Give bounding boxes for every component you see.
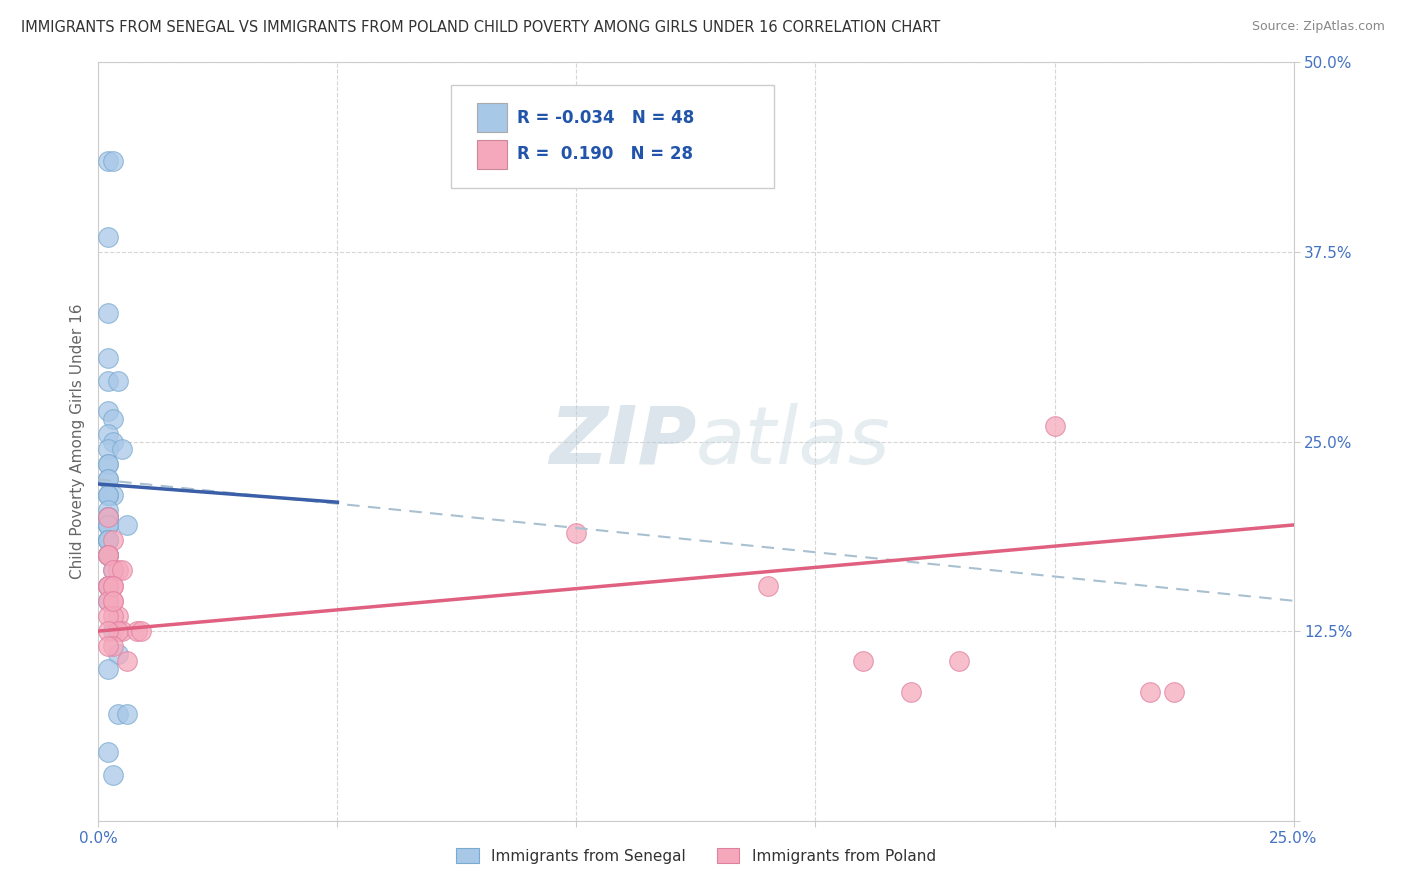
Point [97, 746, 120, 760]
Point [97, 624, 120, 639]
Point [97, 153, 120, 168]
Point [101, 564, 124, 578]
Point [115, 655, 138, 669]
Point [97, 548, 120, 563]
Text: R =  0.190   N = 28: R = 0.190 N = 28 [517, 145, 693, 163]
Point [111, 442, 134, 457]
Point [97, 487, 120, 501]
Point [97, 517, 120, 532]
Y-axis label: Child Poverty Among Girls Under 16: Child Poverty Among Girls Under 16 [69, 304, 84, 579]
Point [1163, 685, 1185, 699]
Text: IMMIGRANTS FROM SENEGAL VS IMMIGRANTS FROM POLAND CHILD POVERTY AMONG GIRLS UNDE: IMMIGRANTS FROM SENEGAL VS IMMIGRANTS FR… [21, 20, 941, 35]
Point [125, 624, 148, 639]
Point [97, 473, 120, 487]
Point [111, 564, 134, 578]
Point [97, 548, 120, 563]
Point [97, 517, 120, 532]
Point [97, 662, 120, 676]
Legend: Immigrants from Senegal, Immigrants from Poland: Immigrants from Senegal, Immigrants from… [450, 842, 942, 870]
Point [107, 647, 129, 661]
Point [97, 458, 120, 472]
Text: ZIP: ZIP [548, 402, 696, 481]
Point [97, 442, 120, 457]
Point [97, 503, 120, 517]
Point [97, 579, 120, 593]
Point [101, 768, 124, 782]
Point [97, 517, 120, 532]
Text: Source: ZipAtlas.com: Source: ZipAtlas.com [1251, 20, 1385, 33]
Point [97, 427, 120, 442]
Point [97, 533, 120, 548]
Point [97, 351, 120, 366]
Point [97, 510, 120, 524]
Bar [477, 140, 508, 169]
Point [852, 655, 875, 669]
Point [107, 564, 129, 578]
Point [107, 624, 129, 639]
Point [101, 434, 124, 449]
Point [97, 487, 120, 501]
Point [97, 374, 120, 388]
Point [101, 639, 124, 653]
Point [97, 533, 120, 548]
Point [948, 655, 970, 669]
Point [97, 305, 120, 319]
Point [101, 564, 124, 578]
Point [101, 579, 124, 593]
Point [97, 548, 120, 563]
Point [97, 404, 120, 418]
Bar [477, 103, 508, 132]
Point [101, 624, 124, 639]
Point [97, 458, 120, 472]
Point [107, 374, 129, 388]
FancyBboxPatch shape [451, 85, 773, 187]
Point [97, 548, 120, 563]
Point [900, 685, 922, 699]
Point [97, 510, 120, 524]
Point [111, 624, 134, 639]
Point [709, 153, 731, 168]
Point [115, 707, 138, 722]
Point [101, 579, 124, 593]
Text: atlas: atlas [696, 402, 891, 481]
Point [107, 608, 129, 623]
Point [101, 153, 124, 168]
Point [101, 533, 124, 548]
Point [97, 579, 120, 593]
Point [97, 510, 120, 524]
Point [97, 487, 120, 501]
Point [107, 707, 129, 722]
Point [97, 548, 120, 563]
Point [97, 608, 120, 623]
Point [115, 517, 138, 532]
Point [97, 229, 120, 244]
Point [97, 533, 120, 548]
Point [131, 624, 153, 639]
Point [101, 412, 124, 426]
Point [101, 594, 124, 608]
Point [97, 594, 120, 608]
Text: R = -0.034   N = 48: R = -0.034 N = 48 [517, 109, 695, 127]
Point [101, 594, 124, 608]
Point [97, 533, 120, 548]
Point [97, 579, 120, 593]
Point [101, 608, 124, 623]
Point [1043, 419, 1066, 434]
Point [97, 594, 120, 608]
Point [97, 533, 120, 548]
Point [1139, 685, 1161, 699]
Point [97, 579, 120, 593]
Point [97, 639, 120, 653]
Point [565, 525, 588, 540]
Point [97, 510, 120, 524]
Point [101, 487, 124, 501]
Point [756, 579, 779, 593]
Point [97, 473, 120, 487]
